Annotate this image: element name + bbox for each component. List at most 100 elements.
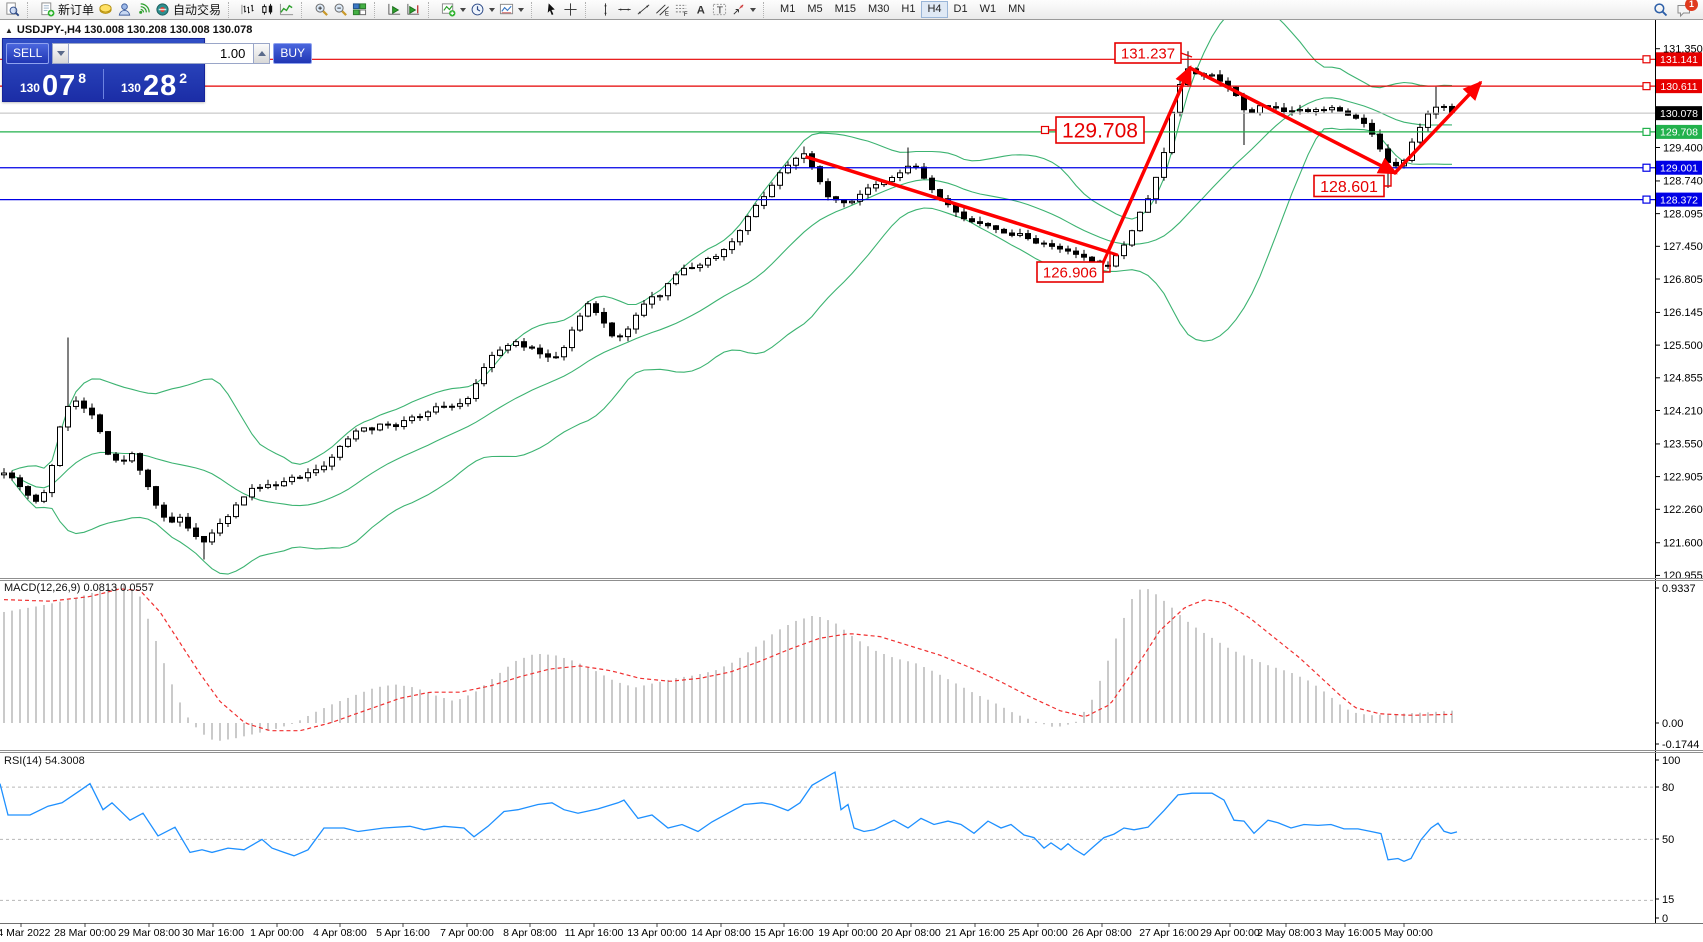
vertical-line-icon[interactable] — [596, 1, 615, 19]
rsi-line — [0, 771, 1458, 863]
zigzag-segment[interactable] — [805, 155, 1110, 254]
symbol-header: ▲ USDJPY-,H4 130.008 130.208 130.008 130… — [5, 24, 252, 36]
bar-chart-icon[interactable] — [239, 1, 258, 19]
indicators-icon[interactable] — [439, 1, 468, 19]
timeframe-m5[interactable]: M5 — [801, 1, 828, 18]
line-chart-icon[interactable] — [277, 1, 296, 19]
toolbar-separator — [228, 1, 235, 18]
candle-body — [1001, 228, 1007, 234]
timeframe-w1[interactable]: W1 — [974, 1, 1003, 18]
svg-text:E: E — [665, 11, 669, 17]
candle-body — [273, 484, 279, 487]
cursor-icon[interactable] — [542, 1, 561, 19]
text-glyph: A — [693, 2, 708, 17]
line-handle[interactable] — [1642, 82, 1651, 91]
callout-box[interactable] — [1114, 42, 1182, 64]
timeframe-h1[interactable]: H1 — [895, 1, 921, 18]
candle-body — [537, 347, 543, 355]
timeframe-d1[interactable]: D1 — [948, 1, 974, 18]
candle-body — [9, 472, 15, 479]
candle-body — [337, 445, 343, 458]
line-handle[interactable] — [1642, 55, 1651, 64]
ask-price[interactable]: 130 28 2 — [104, 67, 204, 101]
candle-body — [665, 283, 671, 297]
signals-icon[interactable] — [134, 1, 153, 19]
autotrading-button[interactable]: 自动交易 — [153, 1, 223, 19]
volume-input[interactable] — [69, 42, 254, 64]
print-preview-icon[interactable] — [3, 1, 22, 19]
candle-body — [1329, 107, 1335, 111]
candle-body — [1209, 74, 1215, 77]
candle-body — [1129, 230, 1135, 246]
crosshair-icon[interactable] — [561, 1, 580, 19]
zigzag-arrow-segment[interactable] — [1106, 65, 1192, 254]
notification-badge: 1 — [1685, 0, 1698, 11]
callout-handle[interactable] — [1040, 125, 1050, 135]
price-line-label — [1656, 79, 1702, 94]
timeframe-mn[interactable]: MN — [1002, 1, 1031, 18]
time-tick-label: 29 Mar 08:00 — [118, 927, 180, 939]
deposit-icon[interactable] — [96, 1, 115, 19]
profile-icon[interactable] — [115, 1, 134, 19]
time-tick-label: 28 Mar 00:00 — [54, 927, 116, 939]
time-tick-label: 27 Apr 16:00 — [1139, 927, 1199, 939]
callout-connector — [1180, 52, 1193, 58]
horizontal-line-icon[interactable] — [615, 1, 634, 19]
zigzag-object[interactable] — [805, 65, 1483, 272]
buy-button[interactable]: BUY — [273, 42, 313, 64]
volume-decrease-button[interactable] — [52, 42, 70, 64]
trendline-icon[interactable] — [634, 1, 653, 19]
search-icon[interactable] — [1653, 2, 1668, 17]
candle-body — [849, 200, 855, 204]
chat-icon[interactable]: 1 — [1676, 0, 1698, 18]
tile-windows-icon[interactable] — [350, 1, 369, 19]
zigzag-arrow-segment[interactable] — [1188, 66, 1398, 175]
candle-body — [1161, 152, 1167, 178]
line-handle[interactable] — [1642, 163, 1651, 172]
candle-body — [489, 354, 495, 369]
callout-box[interactable] — [1036, 261, 1104, 283]
periods-icon[interactable] — [468, 1, 497, 19]
zigzag-arrow-segment[interactable] — [1393, 80, 1483, 175]
text-label-icon[interactable]: T — [710, 1, 729, 19]
auto-scroll-icon[interactable] — [385, 1, 404, 19]
volume-increase-button[interactable] — [253, 42, 271, 64]
candle-body — [713, 256, 719, 259]
candlestick-chart-icon[interactable] — [258, 1, 277, 19]
timeframe-m15[interactable]: M15 — [829, 1, 862, 18]
timeframe-m30[interactable]: M30 — [862, 1, 895, 18]
candle-body — [745, 216, 751, 232]
candle-body — [129, 453, 135, 462]
new-order-button[interactable]: 新订单 — [38, 1, 96, 19]
price-callout[interactable]: 129.708 — [1040, 116, 1145, 144]
line-handle[interactable] — [1642, 127, 1651, 137]
fibonacci-icon[interactable]: F — [672, 1, 691, 19]
arrows-icon[interactable] — [729, 1, 758, 19]
bid-price[interactable]: 130 07 8 — [3, 67, 103, 101]
toolbar-separator — [301, 1, 308, 18]
callout-box[interactable] — [1313, 174, 1385, 198]
line-handle[interactable] — [1642, 195, 1651, 204]
equidistant-channel-icon[interactable]: E — [653, 1, 672, 19]
bollinger-lower-band — [11, 127, 1452, 575]
price-callout[interactable]: 126.906 — [1036, 254, 1111, 283]
chart-shift-icon[interactable] — [404, 1, 423, 19]
callout-box[interactable] — [1055, 116, 1145, 144]
candle-body — [385, 423, 391, 426]
candle-body — [753, 204, 759, 218]
zoom-in-icon[interactable] — [312, 1, 331, 19]
timeframe-h4[interactable]: H4 — [921, 1, 948, 18]
bid-prefix: 130 — [19, 81, 40, 95]
price-callout[interactable]: 131.237 — [1114, 42, 1193, 64]
text-icon[interactable]: A — [691, 1, 710, 19]
zoom-out-icon[interactable] — [331, 1, 350, 19]
symbol-ohlc-text: USDJPY-,H4 130.008 130.208 130.008 130.0… — [16, 24, 253, 36]
timeframe-m1[interactable]: M1 — [774, 1, 801, 18]
time-tick-label: 15 Apr 16:00 — [754, 927, 814, 939]
templates-icon[interactable] — [497, 1, 526, 19]
sell-button[interactable]: SELL — [6, 42, 50, 64]
price-callout[interactable]: 128.601 — [1313, 173, 1392, 198]
price-line-label-text: 130.611 — [1660, 81, 1697, 93]
candle-body — [81, 400, 87, 409]
candle-body — [1017, 233, 1023, 236]
